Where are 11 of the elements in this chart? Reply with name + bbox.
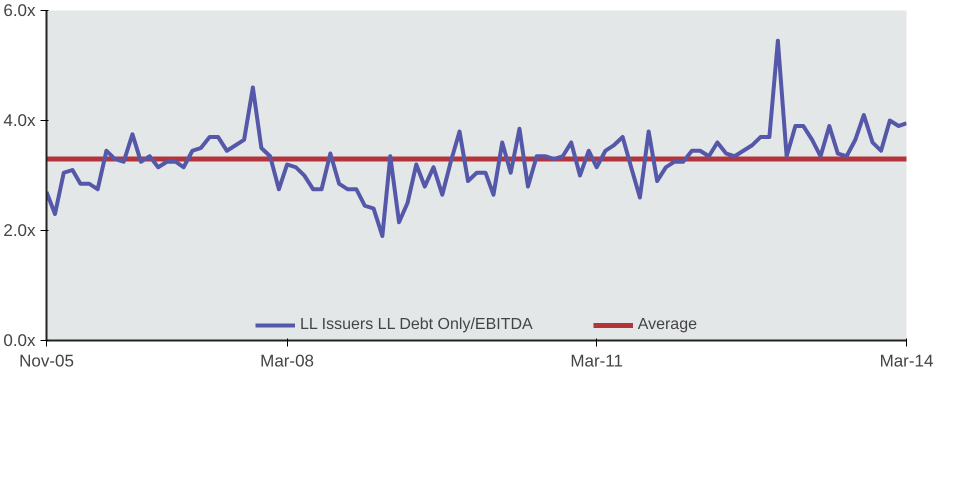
- legend-label: LL Issuers LL Debt Only/EBITDA: [300, 316, 533, 334]
- x-tick-label: Mar-11: [570, 352, 623, 370]
- line-series: [46, 38, 906, 238]
- y-tick-label: 4.0x: [3, 111, 36, 130]
- y-tick-label: 0.0x: [3, 331, 36, 350]
- x-tick-label: Mar-14: [880, 352, 934, 370]
- legend-label: Average: [638, 316, 697, 334]
- x-tick-label: Mar-08: [260, 352, 314, 370]
- y-tick-label: 6.0x: [3, 1, 36, 20]
- y-tick-label: 2.0x: [3, 221, 36, 240]
- x-tick-label: Nov-05: [19, 352, 74, 370]
